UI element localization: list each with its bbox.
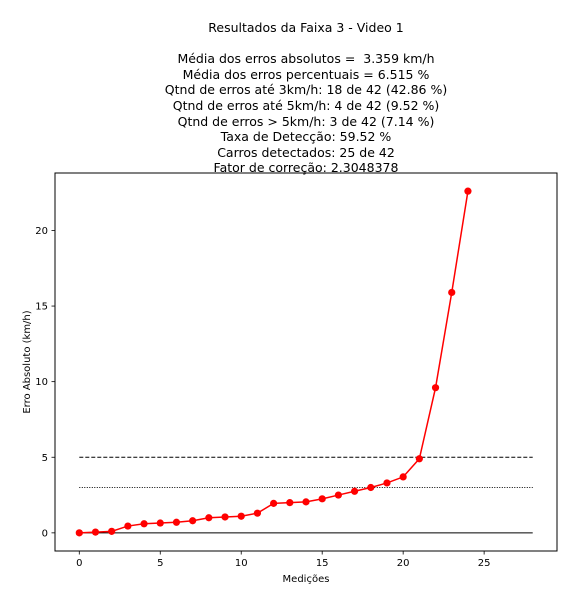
data-point bbox=[91, 528, 100, 536]
series-line bbox=[79, 191, 469, 534]
title-line: Qtnd de erros > 5km/h: 3 de 42 (7.14 %) bbox=[177, 113, 435, 129]
data-point bbox=[270, 499, 278, 507]
title-line: Carros detectados: 25 de 42 bbox=[217, 144, 395, 160]
reference-lines bbox=[79, 456, 533, 534]
data-point bbox=[205, 514, 213, 522]
data-point bbox=[75, 529, 83, 537]
y-tick-label: 20 bbox=[35, 226, 48, 237]
y-tick-label: 0 bbox=[42, 528, 48, 539]
x-tick-label: 25 bbox=[478, 558, 491, 569]
data-point bbox=[464, 187, 472, 195]
x-tick-label: 15 bbox=[316, 558, 329, 569]
title-line: Média dos erros absolutos = 3.359 km/h bbox=[177, 51, 435, 67]
x-tick-label: 20 bbox=[397, 558, 410, 569]
ticks-layer: 0 5 10 15 20 25 0 5 10 15 20 bbox=[35, 226, 490, 569]
title-line: Fator de correção: 2.3048378 bbox=[213, 160, 399, 176]
data-point bbox=[302, 498, 310, 506]
y-tick-label: 10 bbox=[35, 377, 48, 388]
data-point bbox=[189, 517, 197, 525]
chart-title: Resultados da Faixa 3 - Video 1 Média do… bbox=[55, 20, 557, 176]
data-point bbox=[286, 499, 294, 507]
data-point bbox=[367, 483, 375, 492]
data-point bbox=[108, 527, 116, 535]
data-point bbox=[334, 491, 342, 499]
data-point bbox=[253, 509, 262, 517]
x-tick-label: 5 bbox=[157, 558, 163, 569]
data-point bbox=[448, 288, 456, 297]
title-line: Média dos erros percentuais = 6.515 % bbox=[182, 66, 430, 82]
data-point bbox=[399, 473, 407, 481]
y-tick-label: 5 bbox=[42, 453, 48, 464]
data-point bbox=[431, 384, 440, 392]
data-point bbox=[221, 513, 229, 521]
x-tick-label: 0 bbox=[76, 558, 82, 569]
x-axis-label: Medições bbox=[283, 574, 330, 585]
data-point bbox=[140, 520, 148, 528]
y-axis-label: Erro Absoluto (km/h) bbox=[22, 310, 33, 413]
data-point bbox=[156, 519, 164, 527]
data-point bbox=[172, 518, 181, 526]
title-line: Taxa de Detecção: 59.52 % bbox=[220, 129, 392, 145]
data-point bbox=[383, 479, 391, 487]
data-point bbox=[318, 495, 326, 503]
plot-area-frame bbox=[54, 172, 558, 552]
title-line: Resultados da Faixa 3 - Video 1 bbox=[208, 20, 404, 35]
data-point bbox=[124, 522, 132, 530]
data-point bbox=[415, 455, 423, 463]
title-line: Qtnd de erros até 3km/h: 18 de 42 (42.86… bbox=[164, 82, 448, 98]
series-layer bbox=[75, 187, 472, 537]
y-tick-label: 15 bbox=[35, 302, 48, 313]
title-line: Qtnd de erros até 5km/h: 4 de 42 (9.52 %… bbox=[172, 97, 440, 113]
x-tick-label: 10 bbox=[235, 558, 248, 569]
data-point bbox=[350, 487, 359, 495]
data-point bbox=[237, 512, 245, 520]
